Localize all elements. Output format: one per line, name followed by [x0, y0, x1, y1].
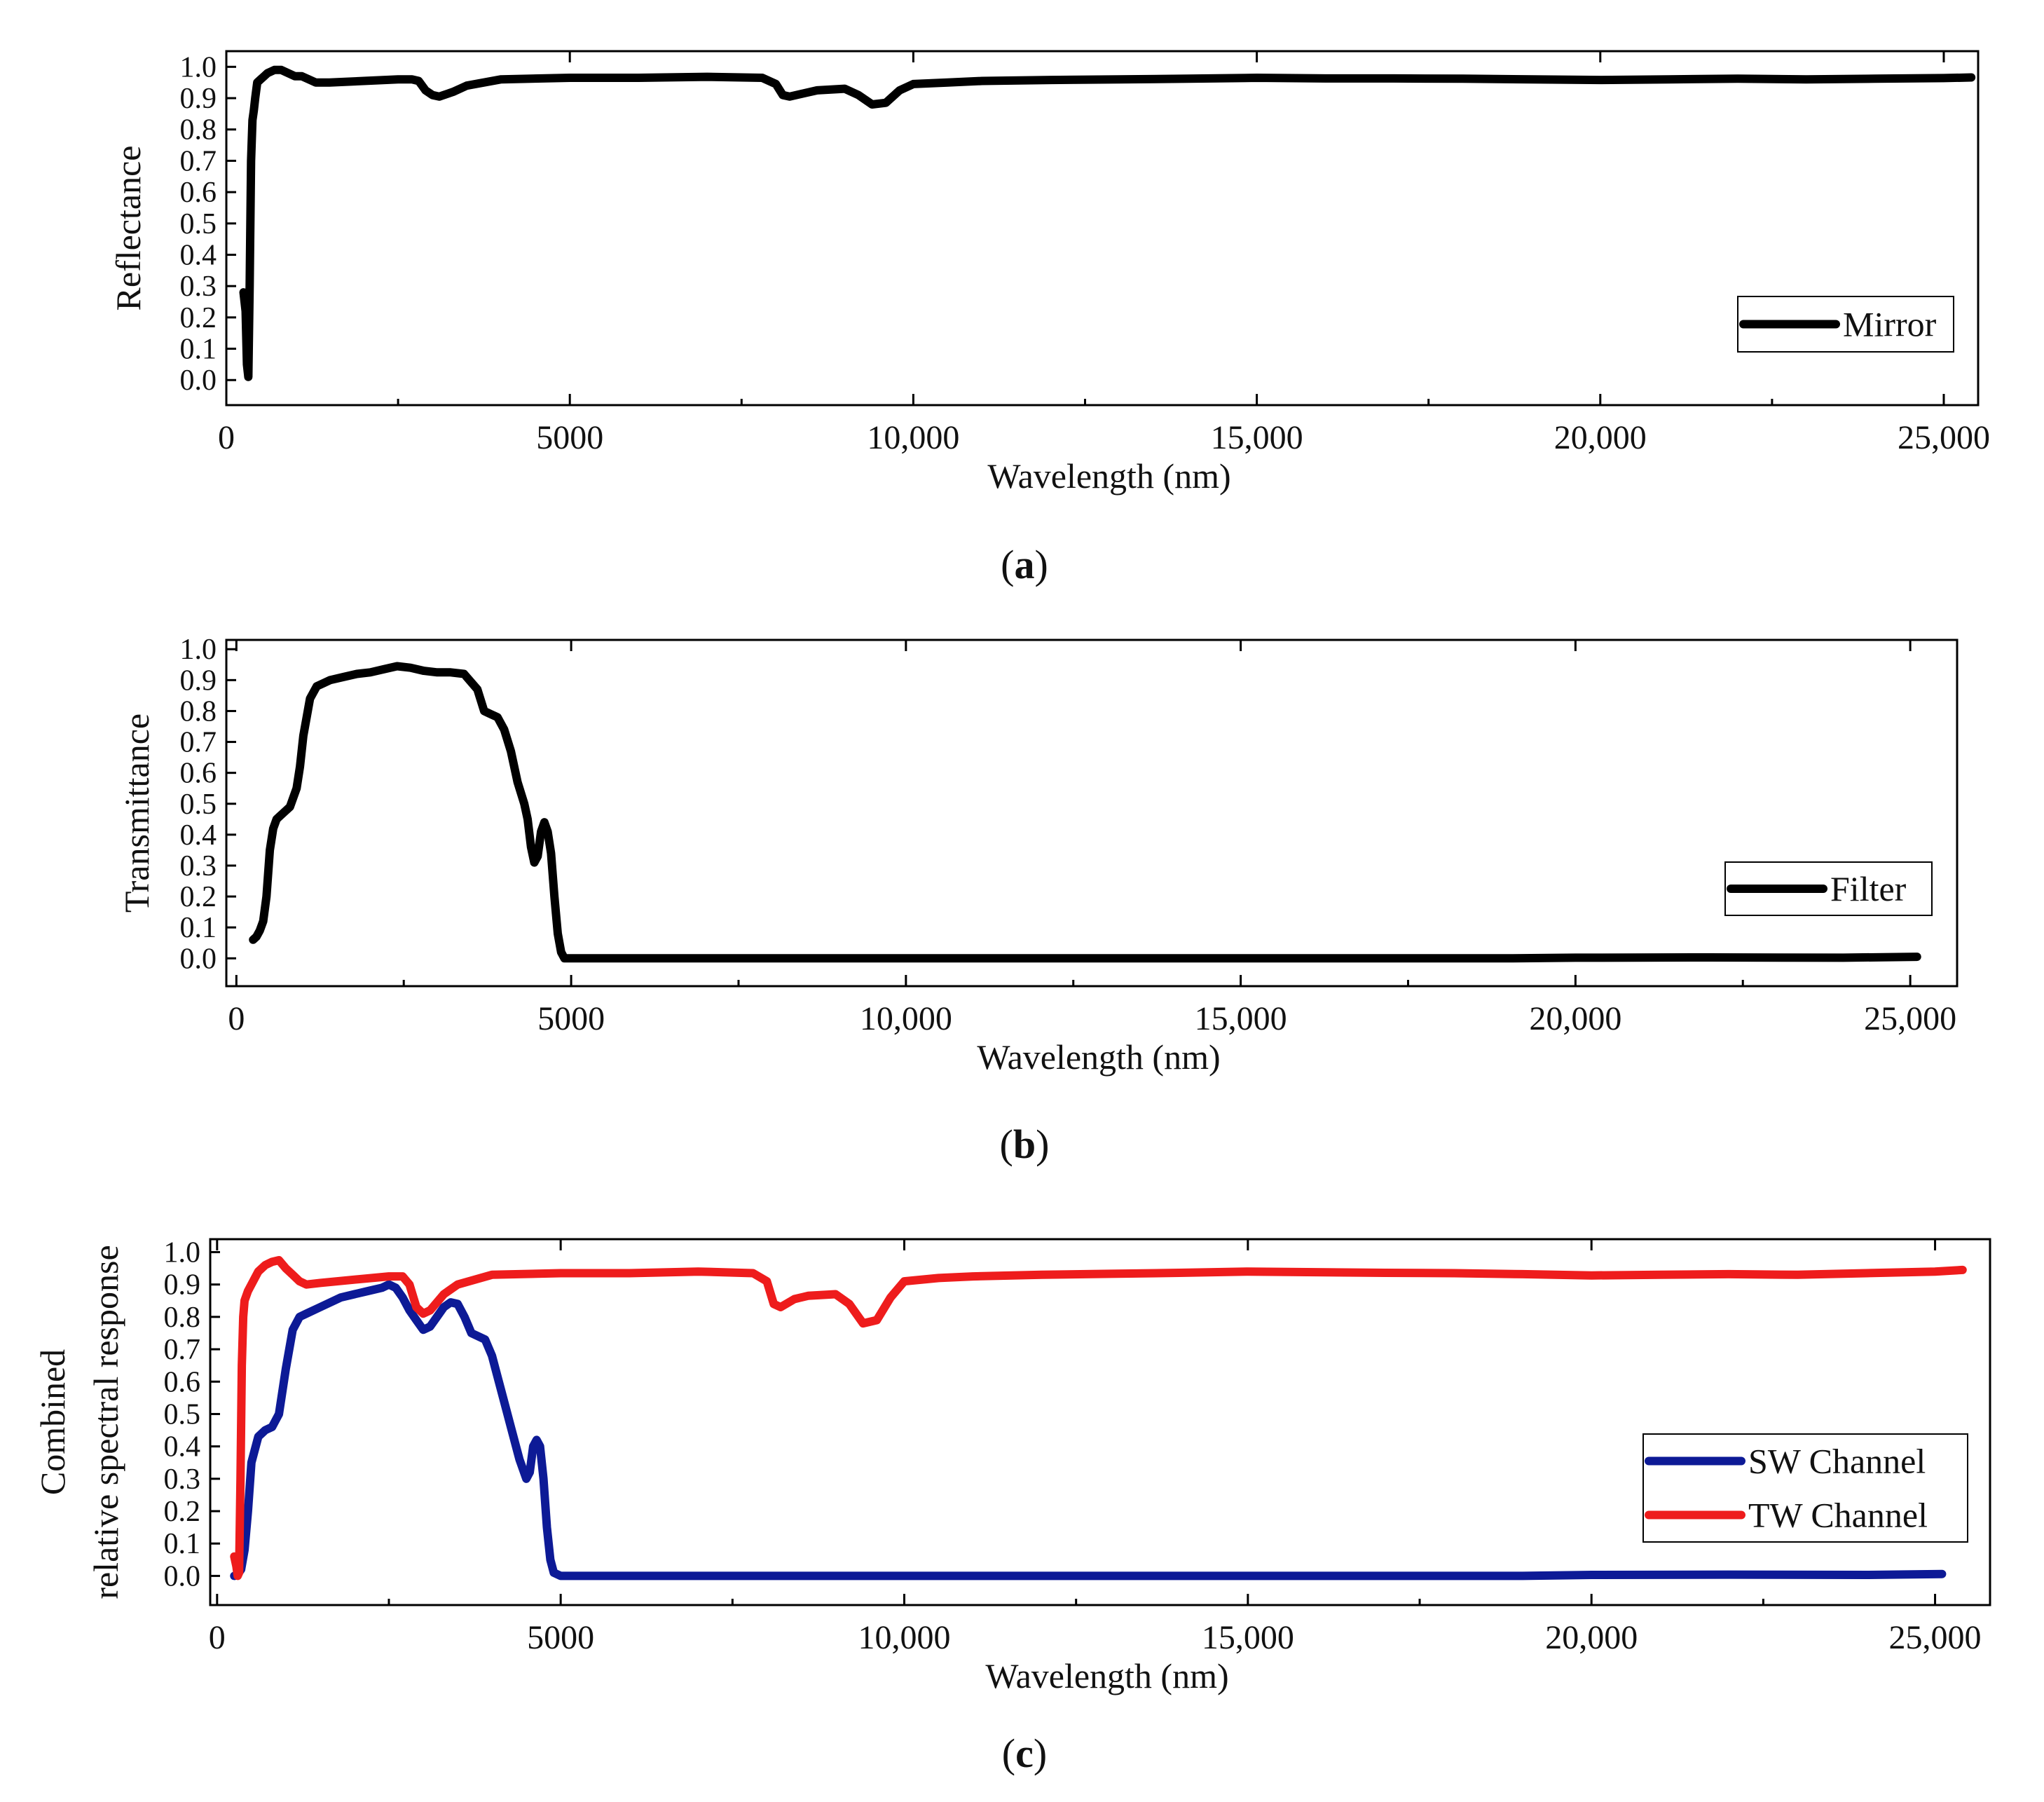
y-tick-label: 0.0	[180, 943, 217, 975]
x-tick-label: 20,000	[1545, 1619, 1638, 1656]
y-tick-label: 0.1	[164, 1528, 201, 1560]
x-tick-label: 0	[228, 1000, 245, 1037]
y-tick-label: 0.9	[180, 83, 217, 115]
x-tick-label: 0	[209, 1619, 226, 1656]
y-tick-label: 0.8	[164, 1302, 201, 1334]
panel-b: 0 5000 10,000 15,000 20,000 25,0000.00.10.20.…	[117, 634, 1959, 1167]
x-tick-label: 25,000	[1864, 1000, 1956, 1037]
y-tick-label: 0.4	[180, 239, 217, 271]
x-tick-label: 10,000	[860, 1000, 952, 1037]
y-tick-label: 0.9	[180, 664, 217, 697]
y-tick-label: 0.2	[164, 1496, 201, 1528]
y-axis-title: relative spectral response	[86, 1245, 125, 1599]
x-tick-label: 25,000	[1898, 419, 1990, 456]
x-tick-label: 15,000	[1195, 1000, 1287, 1037]
y-axis-title: Transmittance	[117, 714, 156, 913]
x-axis-title: Wavelength (nm)	[985, 1656, 1228, 1695]
series-line-1	[249, 662, 1921, 963]
x-tick-label: 15,000	[1211, 419, 1303, 456]
y-tick-label: 1.0	[164, 1236, 201, 1269]
y-axis-title: Combined	[33, 1349, 72, 1495]
y-tick-label: 0.3	[180, 271, 217, 303]
y-tick-label: 0.2	[180, 881, 217, 913]
y-tick-label: 0.4	[164, 1431, 201, 1463]
x-tick-label: 10,000	[867, 419, 959, 456]
x-tick-label: 5000	[536, 419, 603, 456]
y-tick-label: 0.8	[180, 114, 217, 146]
x-tick-label: 20,000	[1529, 1000, 1621, 1037]
y-axis-title: Reflectance	[109, 146, 148, 311]
x-tick-label: 5000	[527, 1619, 594, 1656]
panel-caption: (a)	[1001, 542, 1048, 587]
y-tick-label: 0.4	[180, 819, 217, 852]
y-tick-label: 0.7	[164, 1334, 201, 1366]
y-tick-label: 0.7	[180, 145, 217, 177]
plot-frame	[209, 1238, 1991, 1606]
x-tick-label: 5000	[537, 1000, 605, 1037]
x-tick-label: 25,000	[1889, 1619, 1982, 1656]
y-tick-label: 0.9	[164, 1269, 201, 1302]
y-tick-label: 0.7	[180, 727, 217, 759]
y-tick-label: 1.0	[180, 51, 217, 83]
legend-box	[1642, 1433, 1968, 1543]
y-tick-label: 1.0	[180, 634, 217, 666]
legend-label: Mirror	[1843, 305, 1937, 344]
y-tick-label: 0.5	[180, 208, 217, 240]
legend-label: SW Channel	[1748, 1442, 1926, 1481]
series-line-1	[230, 1280, 1947, 1581]
panel-caption: (b)	[1000, 1121, 1050, 1167]
series-line-1	[239, 65, 1976, 381]
y-tick-label: 0.1	[180, 912, 217, 944]
legend-label: TW Channel	[1748, 1496, 1928, 1535]
x-tick-label: 0	[218, 419, 235, 456]
panel-caption: (c)	[1002, 1731, 1047, 1776]
x-tick-label: 10,000	[858, 1619, 951, 1656]
panel-c: 0 5000 10,000 15,000 20,000 25,0000.00.10.20.…	[33, 1236, 1991, 1776]
y-tick-label: 0.6	[180, 758, 217, 790]
legend-label: Filter	[1830, 869, 1907, 908]
series-line-2	[230, 1256, 1967, 1581]
y-tick-label: 0.0	[180, 364, 217, 397]
y-tick-label: 0.6	[164, 1366, 201, 1398]
y-tick-label: 0.6	[180, 177, 217, 209]
panel-letter: a	[1015, 542, 1035, 587]
plot-frame	[225, 50, 1980, 407]
y-tick-label: 0.5	[164, 1398, 201, 1431]
y-tick-label: 0.3	[164, 1463, 201, 1496]
y-tick-label: 0.2	[180, 302, 217, 334]
panel-a: 0 5000 10,000 15,000 20,000 25,0000.00.10.20.…	[109, 50, 1990, 587]
x-axis-title: Wavelength (nm)	[977, 1037, 1220, 1077]
y-tick-label: 0.8	[180, 695, 217, 728]
panel-letter: b	[1013, 1121, 1036, 1167]
y-tick-label: 0.3	[180, 850, 217, 882]
y-tick-label: 0.0	[164, 1560, 201, 1592]
x-axis-title: Wavelength (nm)	[987, 456, 1230, 496]
y-tick-label: 0.1	[180, 334, 217, 366]
x-tick-label: 15,000	[1202, 1619, 1294, 1656]
panel-letter: c	[1015, 1731, 1034, 1776]
y-tick-label: 0.5	[180, 789, 217, 821]
plot-frame	[225, 639, 1959, 988]
x-tick-label: 20,000	[1554, 419, 1647, 456]
